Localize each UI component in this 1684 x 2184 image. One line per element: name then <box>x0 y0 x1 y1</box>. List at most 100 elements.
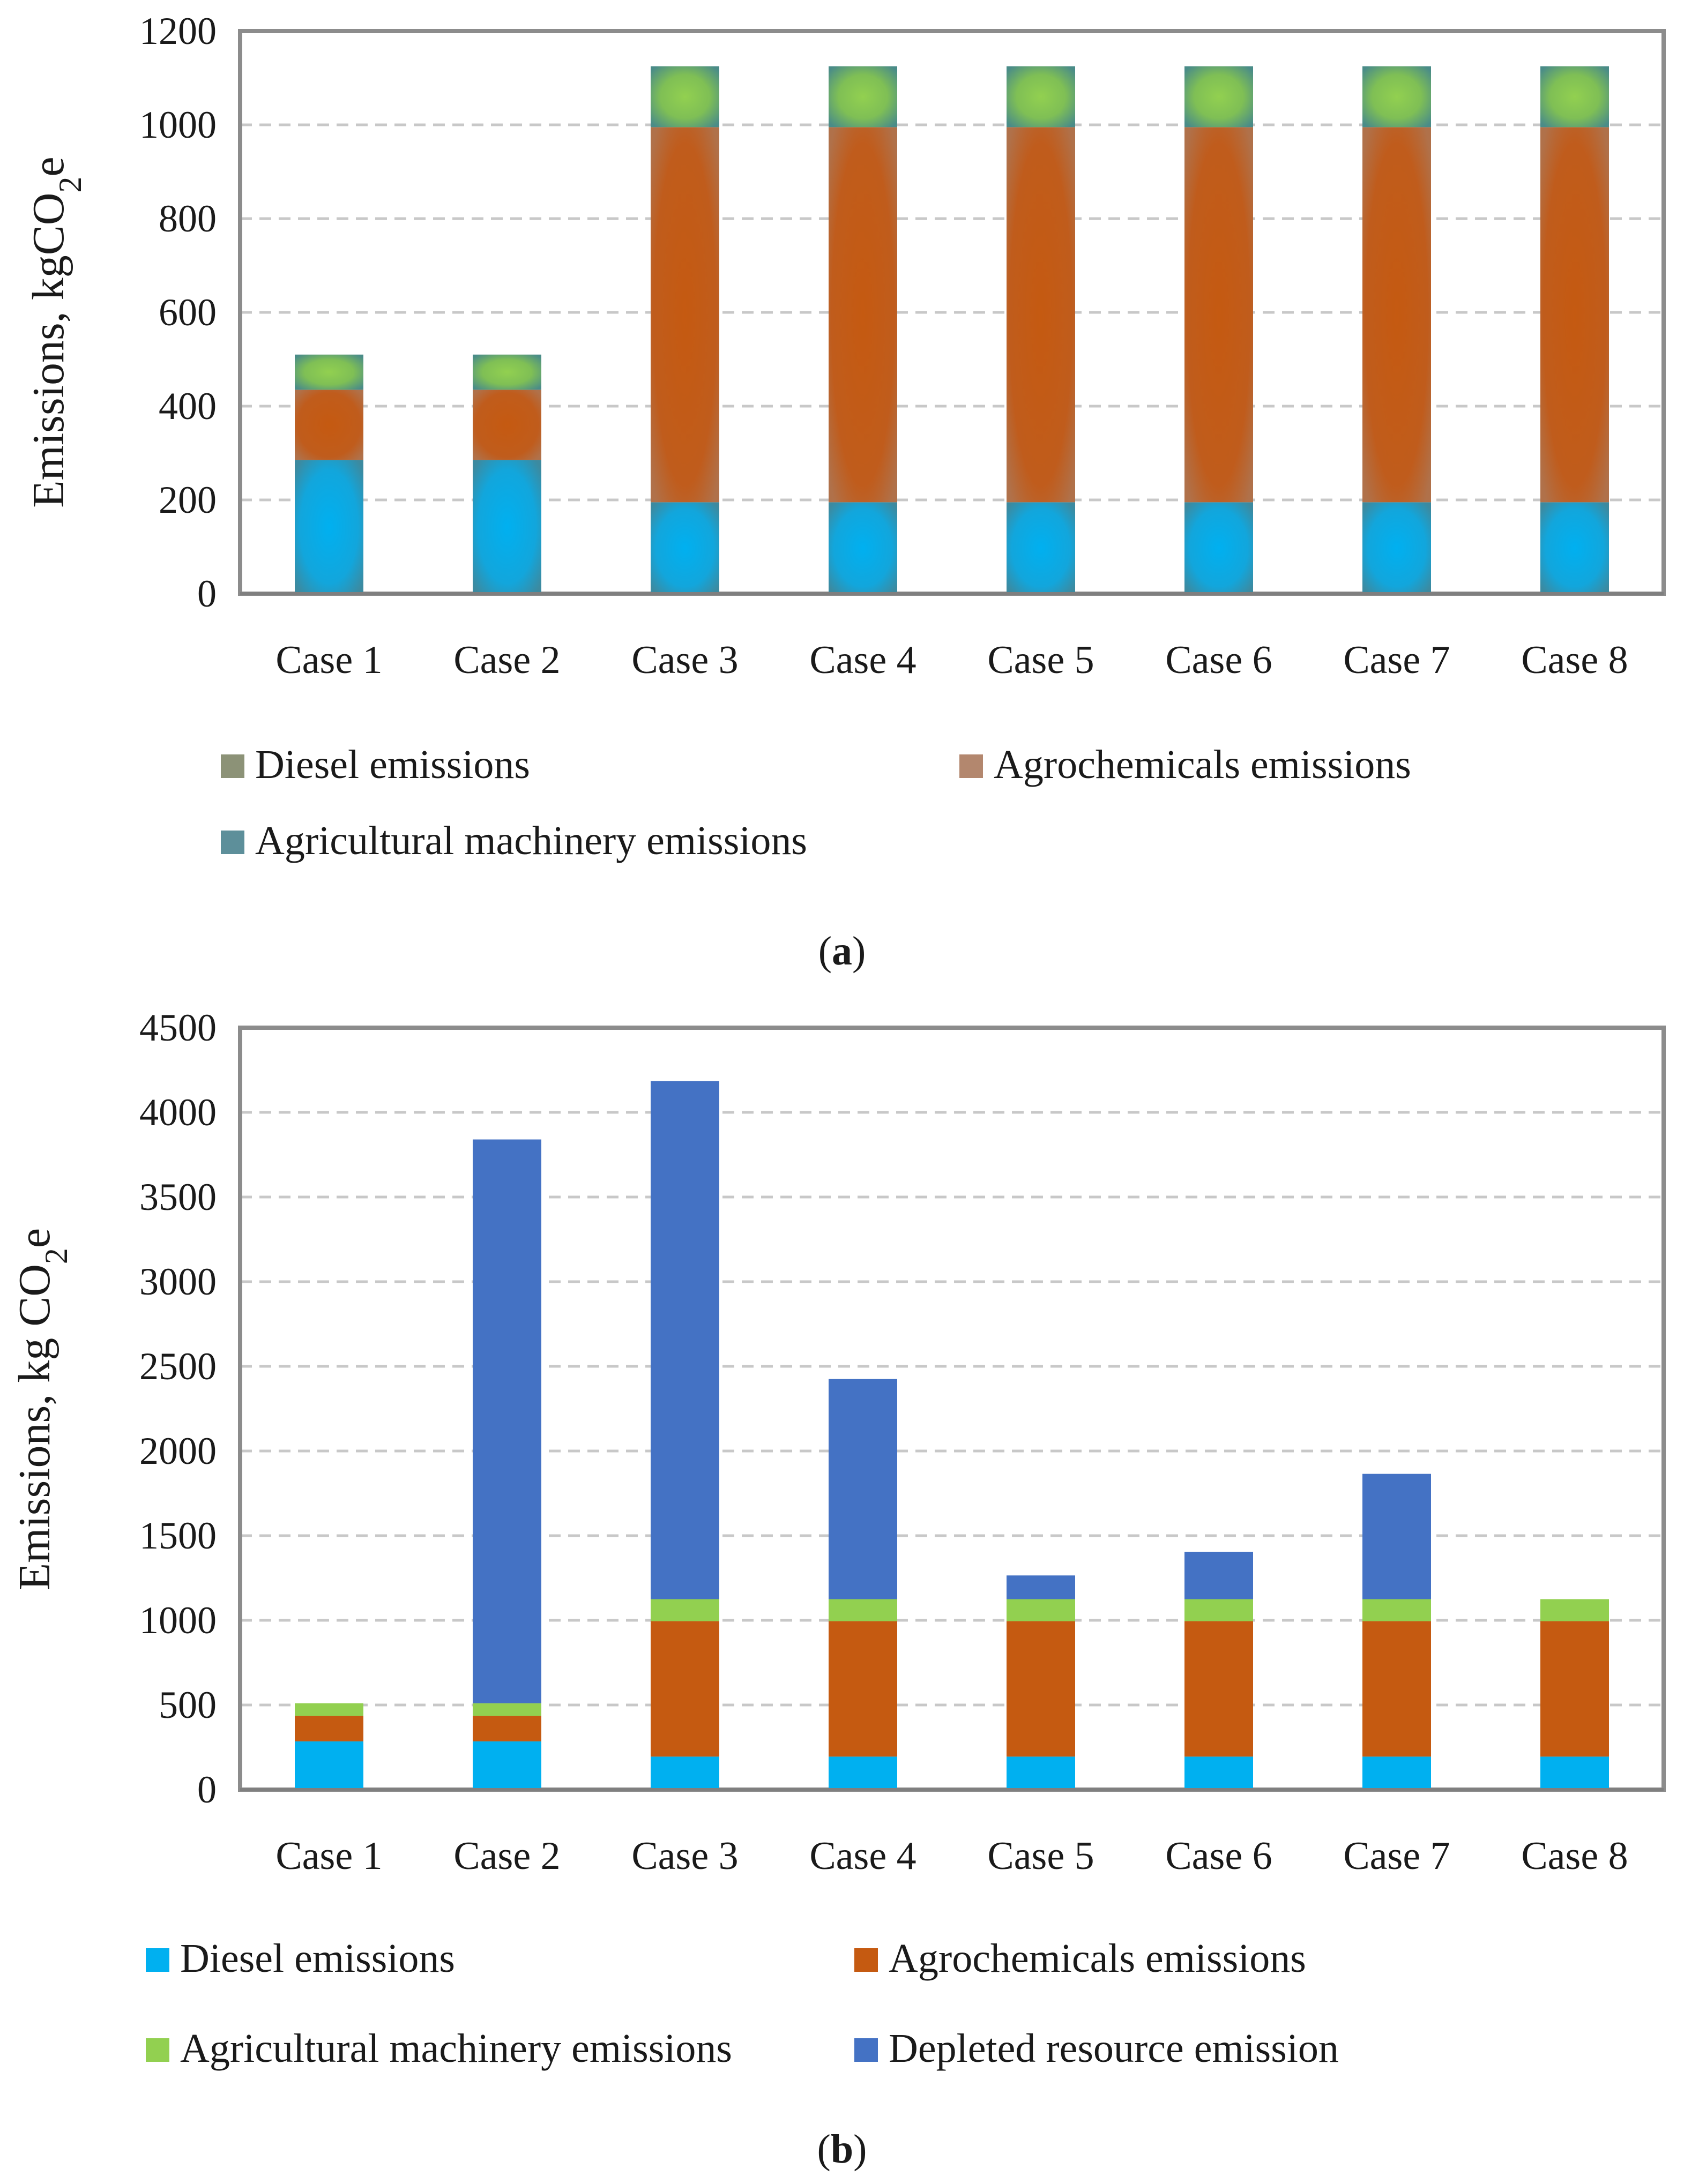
chart-a-x-tick-label: Case 4 <box>809 638 916 682</box>
chart-a-y-tick-label: 1000 <box>139 103 217 146</box>
chart-a-y-tick-label: 600 <box>159 291 217 334</box>
chart-a-y-axis-label: Emissions, kgCO2e <box>24 156 88 507</box>
chart-b-legend-label-agrochemicals-emissions: Agrochemicals emissions <box>889 1936 1306 1981</box>
chart-a-bar-agrochemicals-emissions-case-1 <box>295 390 363 460</box>
chart-a-bar-agricultural-machinery-emissions-case-6 <box>1184 66 1253 128</box>
chart-b-bar-agrochemicals-emissions-case-8 <box>1540 1621 1609 1757</box>
chart-b-y-axis-label: Emissions, kg CO2e <box>10 1228 74 1590</box>
chart-a-x-ticks: Case 1 Case 2 Case 3 Case 4 Case 5 Case 6 Case… <box>275 638 1628 682</box>
chart-a-x-tick-label: Case 7 <box>1343 638 1450 682</box>
chart-a-y-tick-label: 0 <box>197 572 217 615</box>
chart-b-bar-agricultural-machinery-emissions-case-8 <box>1540 1599 1609 1621</box>
chart-b-bar-diesel-emissions-case-5 <box>1007 1756 1075 1790</box>
chart-b-bar-diesel-emissions-case-4 <box>829 1756 897 1790</box>
chart-a-bar-agrochemicals-emissions-case-8 <box>1540 127 1609 503</box>
chart-a-x-tick-label: Case 3 <box>631 638 738 682</box>
chart-b-bar-agrochemicals-emissions-case-4 <box>829 1621 897 1757</box>
chart-b-plot-frame <box>238 1026 1666 1792</box>
chart-b-x-tick-label: Case 7 <box>1343 1834 1450 1878</box>
chart-b-y-tick-label: 2000 <box>139 1430 217 1472</box>
chart-a-y-ticks: 0 200 400 600 800 1000 1200 <box>139 10 217 615</box>
chart-a-bar-agricultural-machinery-emissions-case-3 <box>651 66 719 128</box>
chart-a-legend-label-agrochemicals-emissions: Agrochemicals emissions <box>994 742 1411 787</box>
chart-b-legend-swatch-diesel-emissions <box>146 1948 169 1972</box>
chart-a-caption: (a) <box>818 929 866 974</box>
chart-a-bar-diesel-emissions-case-3 <box>651 502 719 594</box>
chart-a-bar-agrochemicals-emissions-case-4 <box>829 127 897 503</box>
chart-b-y-tick-label: 500 <box>159 1684 217 1726</box>
chart-a-y-tick-label: 800 <box>159 197 217 240</box>
chart-a-bar-agrochemicals-emissions-case-3 <box>651 127 719 503</box>
chart-a-legend: Diesel emissions Agrochemicals emissions A… <box>221 742 1411 863</box>
chart-b-bar-agrochemicals-emissions-case-5 <box>1007 1621 1075 1757</box>
chart-a-bar-diesel-emissions-case-7 <box>1362 502 1431 594</box>
chart-b-bar-agricultural-machinery-emissions-case-7 <box>1362 1599 1431 1621</box>
chart-b-caption: (b) <box>817 2127 867 2172</box>
chart-b-x-tick-label: Case 3 <box>631 1834 738 1878</box>
chart-b-x-tick-label: Case 8 <box>1521 1834 1628 1878</box>
chart-a-y-tick-label: 1200 <box>139 10 217 53</box>
chart-b-bar-diesel-emissions-case-3 <box>651 1756 719 1790</box>
chart-a-bar-diesel-emissions-case-6 <box>1184 502 1253 594</box>
chart-b-bar-depleted-resource-emission-case-6 <box>1184 1552 1253 1599</box>
chart-a-legend-swatch-agrochemicals-emissions <box>959 754 983 778</box>
chart-b-y-tick-label: 1000 <box>139 1599 217 1642</box>
chart-a-y-axis-label-subscript: 2 <box>53 177 88 193</box>
chart-b-bar-agrochemicals-emissions-case-2 <box>473 1716 541 1741</box>
chart-b-x-tick-label: Case 1 <box>275 1834 382 1878</box>
chart-a-x-tick-label: Case 6 <box>1165 638 1272 682</box>
chart-a-y-axis-label-main: Emissions, kgCO <box>24 193 73 508</box>
chart-b-bar-diesel-emissions-case-7 <box>1362 1756 1431 1790</box>
chart-a-bar-agricultural-machinery-emissions-case-2 <box>473 354 541 390</box>
chart-b-bar-agricultural-machinery-emissions-case-2 <box>473 1703 541 1716</box>
chart-b: 0 500 1000 1500 2000 2500 3000 3500 4000 4500 Cas… <box>10 1006 1666 2172</box>
chart-a-bar-diesel-emissions-case-2 <box>473 460 541 594</box>
chart-a-y-tick-label: 400 <box>159 385 217 428</box>
chart-b-y-tick-label: 0 <box>197 1768 217 1811</box>
chart-a-legend-label-diesel-emissions: Diesel emissions <box>255 742 530 787</box>
chart-a-bar-agricultural-machinery-emissions-case-7 <box>1362 66 1431 128</box>
chart-a-bar-agrochemicals-emissions-case-6 <box>1184 127 1253 503</box>
chart-a-caption-letter: a <box>832 929 852 974</box>
chart-b-x-tick-label: Case 6 <box>1165 1834 1272 1878</box>
chart-b-legend-swatch-agricultural-machinery-emissions <box>146 2038 169 2062</box>
chart-b-x-ticks: Case 1 Case 2 Case 3 Case 4 Case 5 Case 6 Case… <box>275 1834 1628 1878</box>
chart-a-x-tick-label: Case 8 <box>1521 638 1628 682</box>
chart-a-bar-agricultural-machinery-emissions-case-4 <box>829 66 897 128</box>
chart-b-bar-diesel-emissions-case-2 <box>473 1741 541 1790</box>
chart-b-y-axis-label-subscript: 2 <box>39 1248 74 1264</box>
chart-a-legend-label-agricultural-machinery-emissions: Agricultural machinery emissions <box>255 818 807 863</box>
chart-b-bar-agricultural-machinery-emissions-case-5 <box>1007 1599 1075 1621</box>
chart-a-y-axis-label-suffix: e <box>24 156 73 176</box>
chart-a-x-tick-label: Case 5 <box>987 638 1094 682</box>
chart-a-bar-agrochemicals-emissions-case-5 <box>1007 127 1075 503</box>
chart-a-bar-agrochemicals-emissions-case-2 <box>473 390 541 460</box>
chart-a-grid <box>240 123 1664 502</box>
chart-b-bar-agricultural-machinery-emissions-case-6 <box>1184 1599 1253 1621</box>
chart-b-y-tick-label: 1500 <box>139 1514 217 1557</box>
chart-b-caption-letter: b <box>831 2127 853 2172</box>
chart-b-bar-agrochemicals-emissions-case-1 <box>295 1716 363 1741</box>
chart-b-bar-agrochemicals-emissions-case-6 <box>1184 1621 1253 1757</box>
chart-b-y-tick-label: 4500 <box>139 1006 217 1049</box>
chart-b-bar-depleted-resource-emission-case-3 <box>651 1081 719 1599</box>
chart-b-grid <box>240 1111 1664 1707</box>
chart-b-y-tick-label: 3500 <box>139 1176 217 1218</box>
chart-b-bar-depleted-resource-emission-case-5 <box>1007 1575 1075 1599</box>
chart-b-bar-depleted-resource-emission-case-7 <box>1362 1474 1431 1599</box>
chart-a: 0 200 400 600 800 1000 1200 Case 1 Case 2 Case 3… <box>24 10 1666 974</box>
chart-a-bar-agricultural-machinery-emissions-case-5 <box>1007 66 1075 128</box>
chart-b-y-ticks: 0 500 1000 1500 2000 2500 3000 3500 4000 4500 <box>139 1006 217 1811</box>
chart-a-x-tick-label: Case 1 <box>275 638 382 682</box>
chart-a-bar-agrochemicals-emissions-case-7 <box>1362 127 1431 503</box>
chart-a-legend-swatch-agricultural-machinery-emissions <box>221 831 244 854</box>
chart-a-bar-agricultural-machinery-emissions-case-1 <box>295 354 363 390</box>
chart-b-legend: Diesel emissions Agrochemicals emissions A… <box>146 1936 1339 2071</box>
chart-b-legend-swatch-depleted-resource-emission <box>854 2038 878 2062</box>
chart-b-x-tick-label: Case 4 <box>809 1834 916 1878</box>
chart-b-bar-agrochemicals-emissions-case-3 <box>651 1621 719 1757</box>
chart-b-bar-depleted-resource-emission-case-4 <box>829 1379 897 1599</box>
chart-b-legend-label-diesel-emissions: Diesel emissions <box>180 1936 455 1981</box>
chart-a-bar-diesel-emissions-case-8 <box>1540 502 1609 594</box>
chart-a-bars <box>240 66 1664 595</box>
